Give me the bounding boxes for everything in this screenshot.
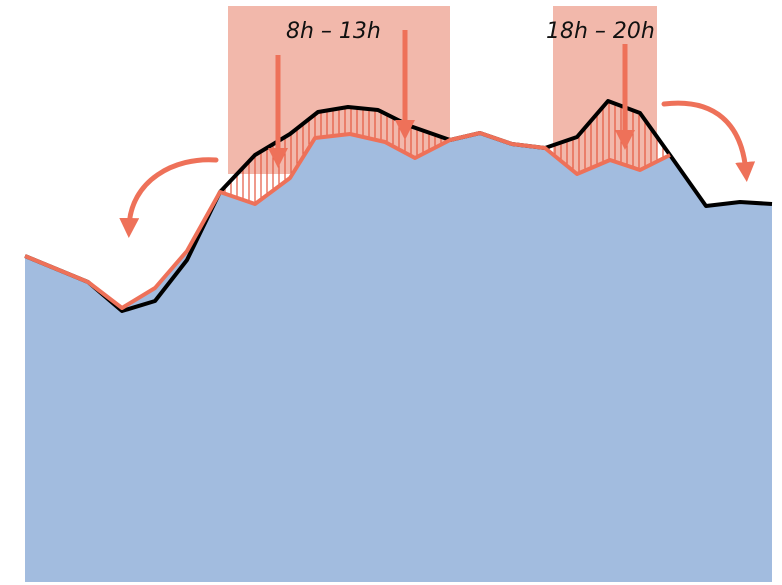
shift-arrow-left (119, 157, 219, 238)
hatched-reduction-evening (545, 101, 668, 174)
window-label-morning: 8h – 13h (286, 19, 381, 44)
shift-arrow-right (661, 100, 756, 182)
window-label-evening: 18h – 20h (546, 19, 655, 44)
demand-area (25, 133, 772, 582)
shifted-demand-curve (24, 131, 671, 310)
hatched-reduction-morning (220, 107, 450, 204)
